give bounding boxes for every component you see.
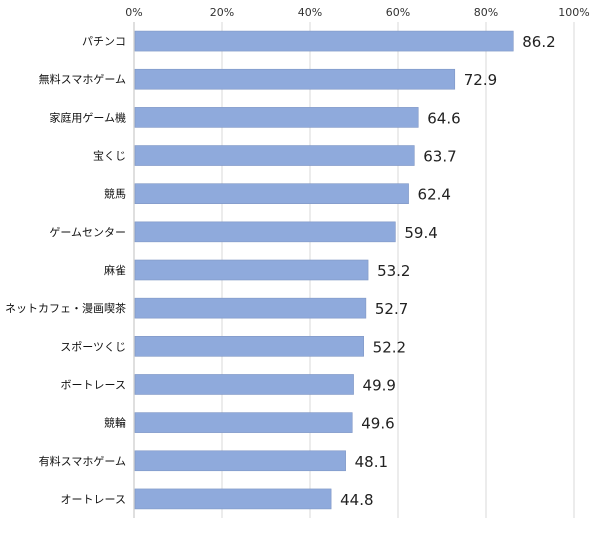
- data-labels: 86.2 72.9 64.6 63.7 62.4 59.4 53.2 52.7 52.2 49.9…: [340, 33, 556, 509]
- bar: [134, 68, 456, 90]
- x-tick-label: 80%: [474, 6, 498, 19]
- data-label: 63.7: [423, 148, 456, 166]
- bar: [134, 145, 415, 166]
- category-label: 麻雀: [104, 263, 126, 277]
- x-tick-label: 0%: [125, 6, 142, 19]
- category-label: オートレース: [61, 493, 126, 506]
- bars: [134, 30, 514, 510]
- category-label: 競馬: [104, 187, 126, 201]
- data-label: 64.6: [427, 109, 460, 127]
- bar: [134, 107, 419, 128]
- data-label: 52.7: [375, 300, 408, 318]
- category-label: 競輪: [104, 416, 126, 430]
- data-label: 49.9: [363, 376, 396, 394]
- bar: [134, 221, 396, 243]
- bar: [134, 450, 346, 472]
- x-tick-label: 20%: [210, 6, 234, 19]
- category-label: ネットカフェ・漫画喫茶: [5, 301, 126, 315]
- data-label: 62.4: [418, 186, 451, 204]
- bar: [134, 412, 353, 433]
- bar: [134, 259, 369, 281]
- data-label: 53.2: [377, 262, 410, 280]
- category-label: スポーツくじ: [60, 340, 126, 353]
- category-label: 有料スマホゲーム: [39, 454, 126, 468]
- data-label: 86.2: [522, 33, 555, 51]
- data-label: 59.4: [404, 224, 437, 242]
- data-label: 44.8: [340, 491, 373, 509]
- category-label: パチンコ: [82, 35, 126, 48]
- category-label: ゲームセンター: [49, 226, 126, 239]
- data-label: 49.6: [361, 415, 394, 433]
- category-labels: パチンコ無料スマホゲーム家庭用ゲーム機宝くじ競馬ゲームセンター麻雀ネットカフェ・…: [5, 35, 126, 506]
- bar: [134, 488, 332, 510]
- category-label: 家庭用ゲーム機: [49, 110, 126, 124]
- category-label: 無料スマホゲーム: [39, 72, 126, 86]
- bar: [134, 374, 354, 395]
- data-label: 72.9: [464, 71, 497, 89]
- category-label: ボートレース: [61, 378, 126, 391]
- bar: [134, 30, 514, 52]
- x-axis-ticks: 0% 20% 40% 60% 80% 100%: [125, 6, 589, 19]
- category-label: 宝くじ: [93, 149, 126, 163]
- data-label: 48.1: [355, 453, 388, 471]
- gridlines: [221, 22, 575, 518]
- bar: [134, 336, 364, 357]
- bar: [134, 297, 367, 319]
- x-tick-label: 40%: [298, 6, 322, 19]
- x-tick-label: 60%: [386, 6, 410, 19]
- bar: [134, 183, 409, 204]
- x-tick-label: 100%: [558, 6, 589, 19]
- data-label: 52.2: [373, 338, 406, 356]
